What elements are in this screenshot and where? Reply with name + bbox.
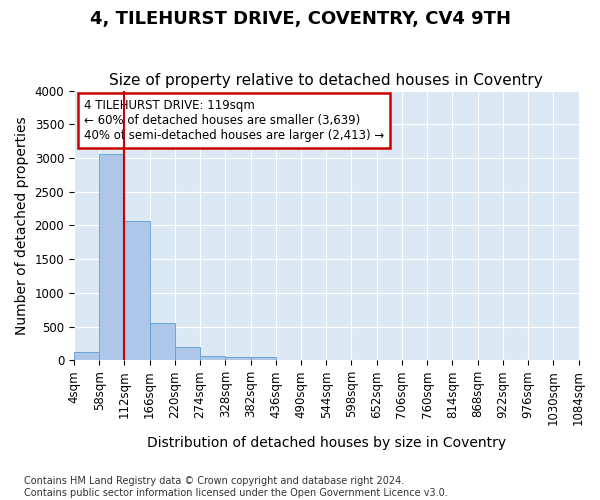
Bar (124, 220, 149, 360)
Bar (149, 322, 175, 360)
Text: 4, TILEHURST DRIVE, COVENTRY, CV4 9TH: 4, TILEHURST DRIVE, COVENTRY, CV4 9TH (89, 10, 511, 28)
Bar (200, 356, 225, 360)
Title: Size of property relative to detached houses in Coventry: Size of property relative to detached ho… (109, 73, 543, 88)
Bar (225, 356, 251, 360)
Text: 4 TILEHURST DRIVE: 119sqm
← 60% of detached houses are smaller (3,639)
40% of se: 4 TILEHURST DRIVE: 119sqm ← 60% of detac… (84, 98, 384, 142)
Bar (74, 352, 99, 360)
Bar (251, 357, 276, 360)
Y-axis label: Number of detached properties: Number of detached properties (15, 116, 29, 334)
Text: Contains HM Land Registry data © Crown copyright and database right 2024.
Contai: Contains HM Land Registry data © Crown c… (24, 476, 448, 498)
Bar (99, 154, 124, 360)
Bar (175, 347, 200, 360)
X-axis label: Distribution of detached houses by size in Coventry: Distribution of detached houses by size … (146, 436, 506, 450)
